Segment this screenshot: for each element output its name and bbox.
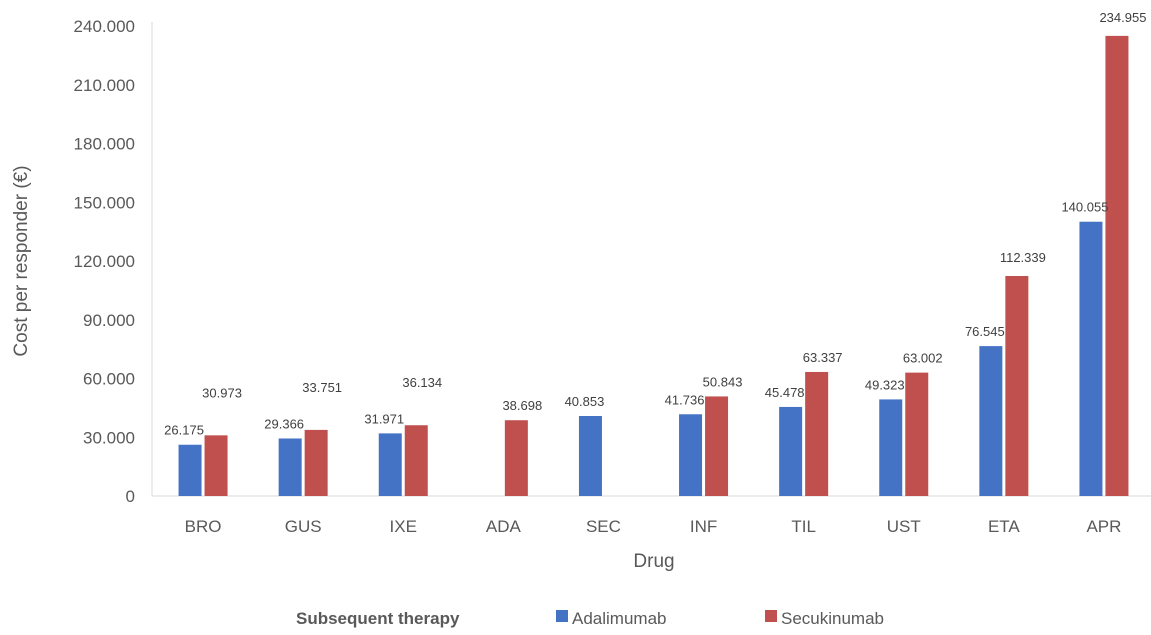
y-tick-label: 90.000 bbox=[83, 311, 135, 330]
bar-adalimumab-eta bbox=[979, 346, 1003, 496]
bar-secukinumab-bro bbox=[204, 435, 228, 496]
bar-adalimumab-apr bbox=[1079, 221, 1103, 496]
y-axis-title: Cost per responder (€) bbox=[11, 165, 32, 356]
bar-secukinumab-ixe bbox=[404, 425, 428, 496]
legend-label-adalimumab: Adalimumab bbox=[572, 609, 667, 628]
bar-adalimumab-gus bbox=[278, 438, 302, 496]
bar-secukinumab-ada bbox=[504, 420, 528, 496]
data-labels: 26.175 30.973 29.366 33.751 31.971 36.134 38.6… bbox=[164, 10, 1146, 438]
y-tick-label: 30.000 bbox=[83, 428, 135, 447]
y-tick-label: 120.000 bbox=[74, 252, 135, 271]
data-label-adalimumab: 140.055 bbox=[1061, 200, 1108, 215]
x-category-label: GUS bbox=[285, 517, 322, 536]
bar-secukinumab-ust bbox=[905, 372, 929, 496]
y-tick-label: 150.000 bbox=[74, 193, 135, 212]
y-tick-label: 60.000 bbox=[83, 370, 135, 389]
x-axis-title: Drug bbox=[633, 551, 674, 572]
bar-secukinumab-eta bbox=[1005, 276, 1029, 496]
data-label-adalimumab: 40.853 bbox=[565, 394, 605, 409]
x-category-label: APR bbox=[1086, 517, 1121, 536]
data-label-adalimumab: 29.366 bbox=[264, 416, 304, 431]
x-category-label: ETA bbox=[988, 517, 1020, 536]
bar-adalimumab-inf bbox=[679, 414, 703, 496]
data-label-adalimumab: 76.545 bbox=[965, 324, 1005, 339]
data-label-secukinumab: 50.843 bbox=[703, 374, 743, 389]
y-tick-label: 180.000 bbox=[74, 135, 135, 154]
y-tick-label: 240.000 bbox=[74, 17, 135, 36]
bar-secukinumab-til bbox=[805, 371, 829, 496]
data-label-secukinumab: 63.337 bbox=[803, 350, 843, 365]
data-label-secukinumab: 36.134 bbox=[402, 375, 442, 390]
bar-secukinumab-apr bbox=[1105, 35, 1129, 496]
x-category-label: INF bbox=[690, 517, 717, 536]
data-label-secukinumab: 30.973 bbox=[202, 385, 242, 400]
data-label-secukinumab: 63.002 bbox=[903, 351, 943, 366]
bar-adalimumab-til bbox=[779, 406, 803, 496]
data-label-secukinumab: 112.339 bbox=[1000, 250, 1046, 265]
data-label-secukinumab: 33.751 bbox=[302, 380, 342, 395]
x-category-label: SEC bbox=[586, 517, 621, 536]
data-label-secukinumab: 38.698 bbox=[502, 398, 542, 413]
data-label-adalimumab: 26.175 bbox=[164, 423, 204, 438]
x-category-label: IXE bbox=[390, 517, 417, 536]
bars bbox=[178, 35, 1129, 496]
bar-secukinumab-inf bbox=[705, 396, 729, 496]
data-label-secukinumab: 234.955 bbox=[1099, 10, 1146, 25]
bar-adalimumab-bro bbox=[178, 444, 202, 496]
legend: Subsequent therapy Adalimumab Secukinuma… bbox=[296, 609, 884, 628]
x-category-label: TIL bbox=[791, 517, 816, 536]
data-label-adalimumab: 31.971 bbox=[364, 411, 404, 426]
x-category-label: BRO bbox=[185, 517, 222, 536]
bar-adalimumab-ixe bbox=[378, 433, 402, 496]
x-category-label: UST bbox=[887, 517, 921, 536]
legend-swatch-adalimumab bbox=[556, 610, 568, 622]
x-category-label: ADA bbox=[486, 517, 522, 536]
bar-adalimumab-ust bbox=[879, 399, 903, 496]
data-label-adalimumab: 41.736 bbox=[665, 392, 705, 407]
legend-swatch-secukinumab bbox=[765, 610, 777, 622]
y-tick-label: 0 bbox=[126, 487, 135, 506]
y-tick-label: 210.000 bbox=[74, 76, 135, 95]
bar-adalimumab-sec bbox=[578, 415, 602, 496]
legend-label-secukinumab: Secukinumab bbox=[781, 609, 884, 628]
bar-secukinumab-gus bbox=[304, 429, 328, 496]
legend-title: Subsequent therapy bbox=[296, 609, 460, 628]
data-label-adalimumab: 49.323 bbox=[865, 377, 905, 392]
data-label-adalimumab: 45.478 bbox=[765, 385, 805, 400]
y-axis-ticks: 0 30.000 60.000 90.000 120.000 150.000 180.000… bbox=[74, 17, 135, 506]
x-axis-categories: BRO GUS IXE ADA SEC INF TIL UST ETA APR bbox=[185, 517, 1122, 536]
